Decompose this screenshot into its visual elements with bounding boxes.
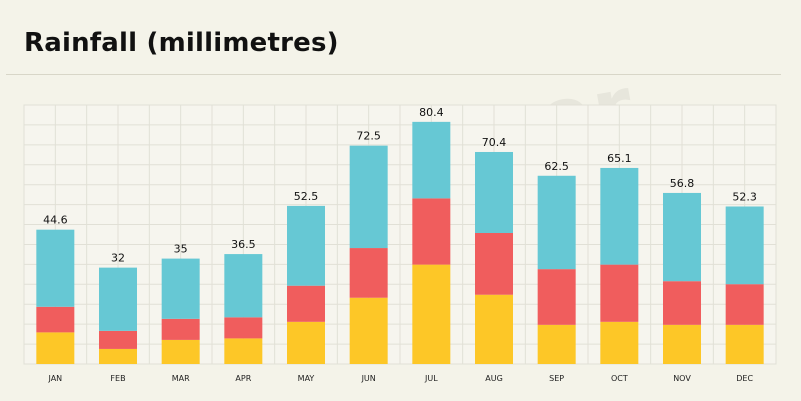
bar-segment-apr-2: [224, 254, 263, 318]
data-label-jul: 80.4: [419, 106, 444, 119]
bar-segment-jan-1: [36, 306, 75, 333]
bar-segment-may-0: [287, 321, 325, 364]
bar-segment-sep-1: [537, 269, 576, 325]
bar-segment-jun-0: [349, 297, 388, 364]
bar-segment-dec-1: [725, 284, 764, 325]
page-title: Rainfall (millimetres): [24, 28, 339, 58]
bar-segment-feb-2: [99, 267, 137, 331]
bar-segment-may-1: [287, 285, 325, 322]
bar-segment-may-2: [287, 205, 325, 286]
data-label-dec: 52.3: [732, 190, 757, 203]
x-tick-label-feb: FEB: [110, 374, 125, 383]
data-label-sep: 62.5: [544, 160, 569, 173]
bar-segment-oct-2: [600, 167, 639, 265]
x-tick-label-apr: APR: [235, 374, 251, 383]
x-tick-label-jun: JUN: [361, 374, 376, 383]
title-divider: [6, 74, 781, 75]
bar-segment-jul-1: [412, 198, 451, 265]
x-tick-label-nov: NOV: [673, 374, 691, 383]
x-tick-label-aug: AUG: [485, 374, 503, 383]
bar-segment-jul-2: [412, 121, 451, 199]
x-tick-label-mar: MAR: [172, 374, 190, 383]
data-label-oct: 65.1: [607, 152, 632, 165]
data-label-jun: 72.5: [356, 130, 381, 143]
bar-segment-sep-0: [537, 324, 576, 364]
bar-segment-oct-0: [600, 321, 639, 364]
bar-segment-mar-2: [161, 258, 200, 319]
data-label-jan: 44.6: [43, 214, 68, 227]
bar-segment-aug-1: [475, 232, 513, 295]
x-tick-label-sep: SEP: [549, 374, 564, 383]
bar-segment-jan-2: [36, 229, 75, 307]
bar-segment-feb-0: [99, 348, 137, 364]
bar-segment-apr-1: [224, 317, 263, 339]
data-label-aug: 70.4: [482, 136, 507, 149]
bar-segment-nov-1: [663, 281, 701, 325]
bar-segment-feb-1: [99, 330, 137, 349]
bar-segment-jun-1: [349, 248, 388, 298]
bar-segment-jun-2: [349, 145, 388, 249]
data-label-nov: 56.8: [670, 177, 695, 190]
x-tick-label-jul: JUL: [424, 374, 438, 383]
data-label-apr: 36.5: [231, 238, 256, 251]
bar-segment-apr-0: [224, 338, 263, 364]
bar-segment-jul-0: [412, 264, 451, 364]
bar-segment-dec-0: [725, 324, 764, 364]
bar-segment-mar-1: [161, 318, 200, 340]
bar-segment-nov-0: [663, 324, 701, 364]
data-label-mar: 35: [174, 243, 188, 256]
data-label-may: 52.5: [294, 190, 319, 203]
bar-segment-nov-2: [663, 192, 701, 282]
x-tick-label-dec: DEC: [736, 374, 753, 383]
bar-segment-dec-2: [725, 206, 764, 285]
bar-segment-sep-2: [537, 175, 576, 270]
bar-segment-aug-0: [475, 294, 513, 364]
bar-segment-mar-0: [161, 339, 200, 364]
bar-segment-jan-0: [36, 332, 75, 364]
x-tick-label-jan: JAN: [47, 374, 62, 383]
data-label-feb: 32: [111, 252, 125, 265]
bar-segment-aug-2: [475, 151, 513, 233]
bar-segment-oct-1: [600, 264, 639, 322]
x-tick-label-may: MAY: [298, 374, 315, 383]
x-tick-label-oct: OCT: [611, 374, 628, 383]
